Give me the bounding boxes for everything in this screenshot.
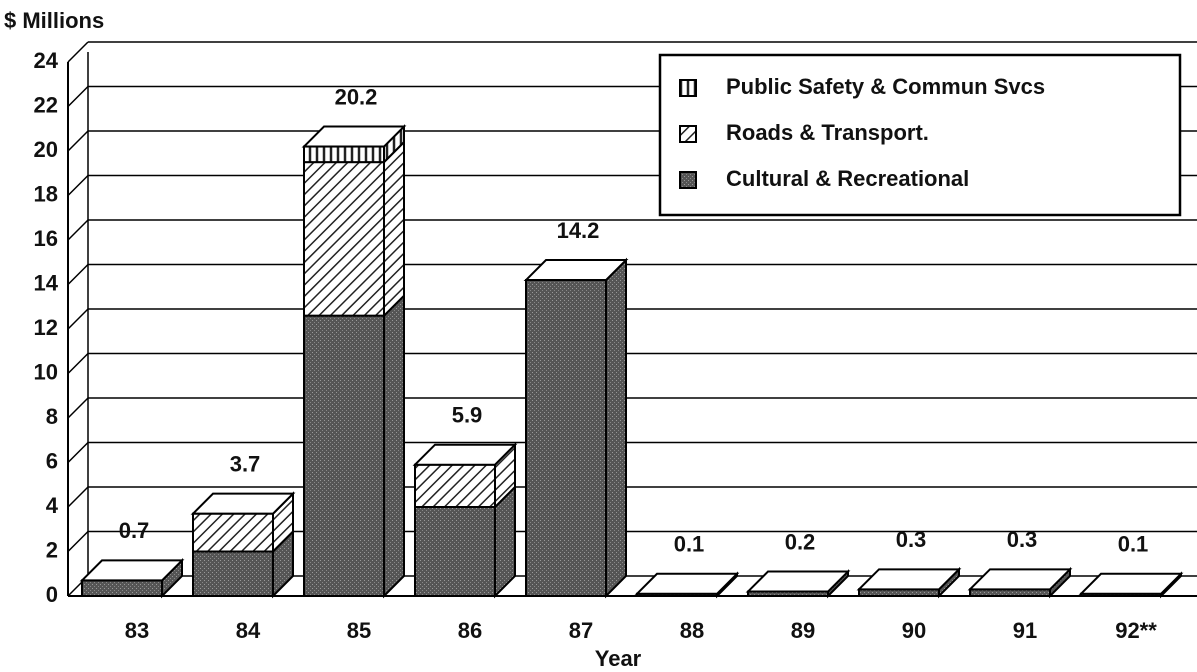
total-label: 0.1 <box>674 532 705 557</box>
bar-segment <box>192 512 274 553</box>
x-tick-label: 92** <box>1115 618 1157 643</box>
bar-top <box>1078 572 1184 595</box>
bar-top <box>523 259 629 282</box>
x-tick-label: 86 <box>458 618 482 643</box>
total-label: 0.3 <box>1007 527 1038 552</box>
legend-swatch <box>679 171 697 189</box>
grid-line <box>67 130 89 152</box>
y-tick-label: 16 <box>34 226 58 251</box>
bar-top <box>301 125 407 148</box>
total-label: 5.9 <box>452 403 483 428</box>
x-tick-label: 85 <box>347 618 371 643</box>
bar-segment <box>303 161 385 317</box>
x-tick-label: 89 <box>791 618 815 643</box>
y-tick-label: 4 <box>46 493 59 518</box>
bar-top <box>745 570 851 593</box>
grid-line <box>67 486 89 508</box>
grid-line <box>67 308 89 330</box>
legend-label: Cultural & Recreational <box>726 166 969 191</box>
bar-segment <box>192 550 274 597</box>
y-tick-label: 8 <box>46 404 58 429</box>
y-tick-label: 14 <box>34 270 59 295</box>
bar-segment <box>303 145 385 164</box>
y-tick-label: 2 <box>46 537 58 562</box>
x-tick-label: 90 <box>902 618 926 643</box>
grid-line <box>67 530 89 553</box>
total-label: 0.2 <box>785 529 816 554</box>
total-label: 20.2 <box>335 84 378 109</box>
grid-line <box>67 352 89 375</box>
legend: Public Safety & Commun Svcs Roads & Trans… <box>658 53 1182 217</box>
x-axis-label: Year <box>595 646 642 671</box>
bar-top <box>967 568 1073 591</box>
legend-swatch <box>679 79 697 97</box>
bar-segment-side <box>605 257 627 599</box>
grid-line <box>67 263 89 286</box>
bar-top <box>856 568 962 591</box>
grid-line <box>67 174 89 197</box>
y-tick-label: 6 <box>46 448 58 473</box>
legend-label: Roads & Transport. <box>726 120 929 145</box>
y-tick-label: 22 <box>34 92 58 117</box>
total-label: 0.3 <box>896 527 927 552</box>
grid-line <box>67 441 89 464</box>
bar-segment <box>81 579 163 597</box>
bar-segment <box>414 463 496 509</box>
y-tick-label: 10 <box>34 359 58 384</box>
grid-line <box>67 85 89 108</box>
y-tick-label: 0 <box>46 582 58 607</box>
y-tick-label: 18 <box>34 181 58 206</box>
x-tick-label: 91 <box>1013 618 1037 643</box>
y-tick-label: 20 <box>34 137 58 162</box>
bar-top <box>190 492 296 515</box>
bar-segment <box>414 506 496 597</box>
total-label: 14.2 <box>557 218 600 243</box>
bar-top <box>412 443 518 466</box>
x-tick-label: 88 <box>680 618 704 643</box>
total-label: 0.7 <box>119 518 150 543</box>
y-axis-label: $ Millions <box>4 8 104 33</box>
x-tick-label: 87 <box>569 618 593 643</box>
bar-top <box>634 572 740 595</box>
total-label: 0.1 <box>1118 532 1149 557</box>
bar-segment <box>858 588 940 598</box>
grid-line <box>67 41 89 63</box>
legend-box <box>658 53 1182 217</box>
bar-top <box>79 559 185 582</box>
bar-segment <box>969 588 1051 598</box>
bar-segment <box>303 314 385 597</box>
total-label: 3.7 <box>230 451 261 476</box>
grid-line <box>67 219 89 241</box>
grid-line <box>67 397 89 419</box>
x-tick-label: 84 <box>236 618 261 643</box>
x-tick-label: 83 <box>125 618 149 643</box>
legend-swatch <box>679 125 697 143</box>
legend-label: Public Safety & Commun Svcs <box>726 74 1045 99</box>
bar-segment-side <box>383 139 405 319</box>
bar-segment-side <box>383 293 405 599</box>
y-tick-label: 12 <box>34 315 58 340</box>
bar-segment <box>525 279 607 597</box>
y-tick-label: 24 <box>34 48 59 73</box>
